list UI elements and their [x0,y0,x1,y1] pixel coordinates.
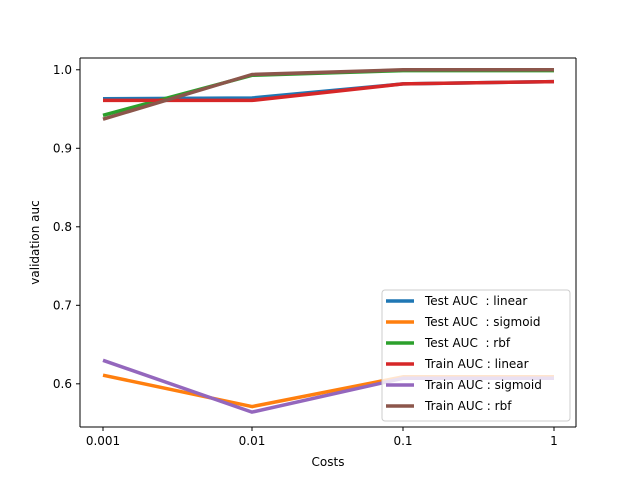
x-tick-label: 1 [550,434,558,448]
legend-label: Test AUC : rbf [424,336,511,350]
y-tick-label: 0.9 [53,141,72,155]
y-tick-label: 0.6 [53,377,72,391]
x-axis-label: Costs [312,455,345,469]
x-tick-label: 0.1 [393,434,412,448]
legend-label: Train AUC : rbf [424,399,512,413]
legend-label: Train AUC : sigmoid [424,378,542,392]
x-ticks: 0.001 0.01 0.1 1 [86,427,558,448]
y-tick-label: 0.7 [53,298,72,312]
legend: Test AUC : linear Test AUC : sigmoid Test … [381,289,571,422]
y-tick-label: 1.0 [53,63,72,77]
legend-box [381,289,571,422]
series-layer [102,68,555,414]
y-tick-label: 0.8 [53,220,72,234]
x-tick-label: 0.001 [86,434,120,448]
legend-label: Test AUC : sigmoid [424,315,541,329]
series-line-6 [102,68,554,121]
legend-label: Test AUC : linear [424,294,527,308]
series-line-4 [103,79,555,103]
y-ticks: 0.6 0.7 0.8 0.9 1.0 [53,63,80,391]
legend-label: Train AUC : linear [424,357,529,371]
x-tick-label: 0.01 [239,434,266,448]
y-axis-label: validation auc [28,200,42,284]
